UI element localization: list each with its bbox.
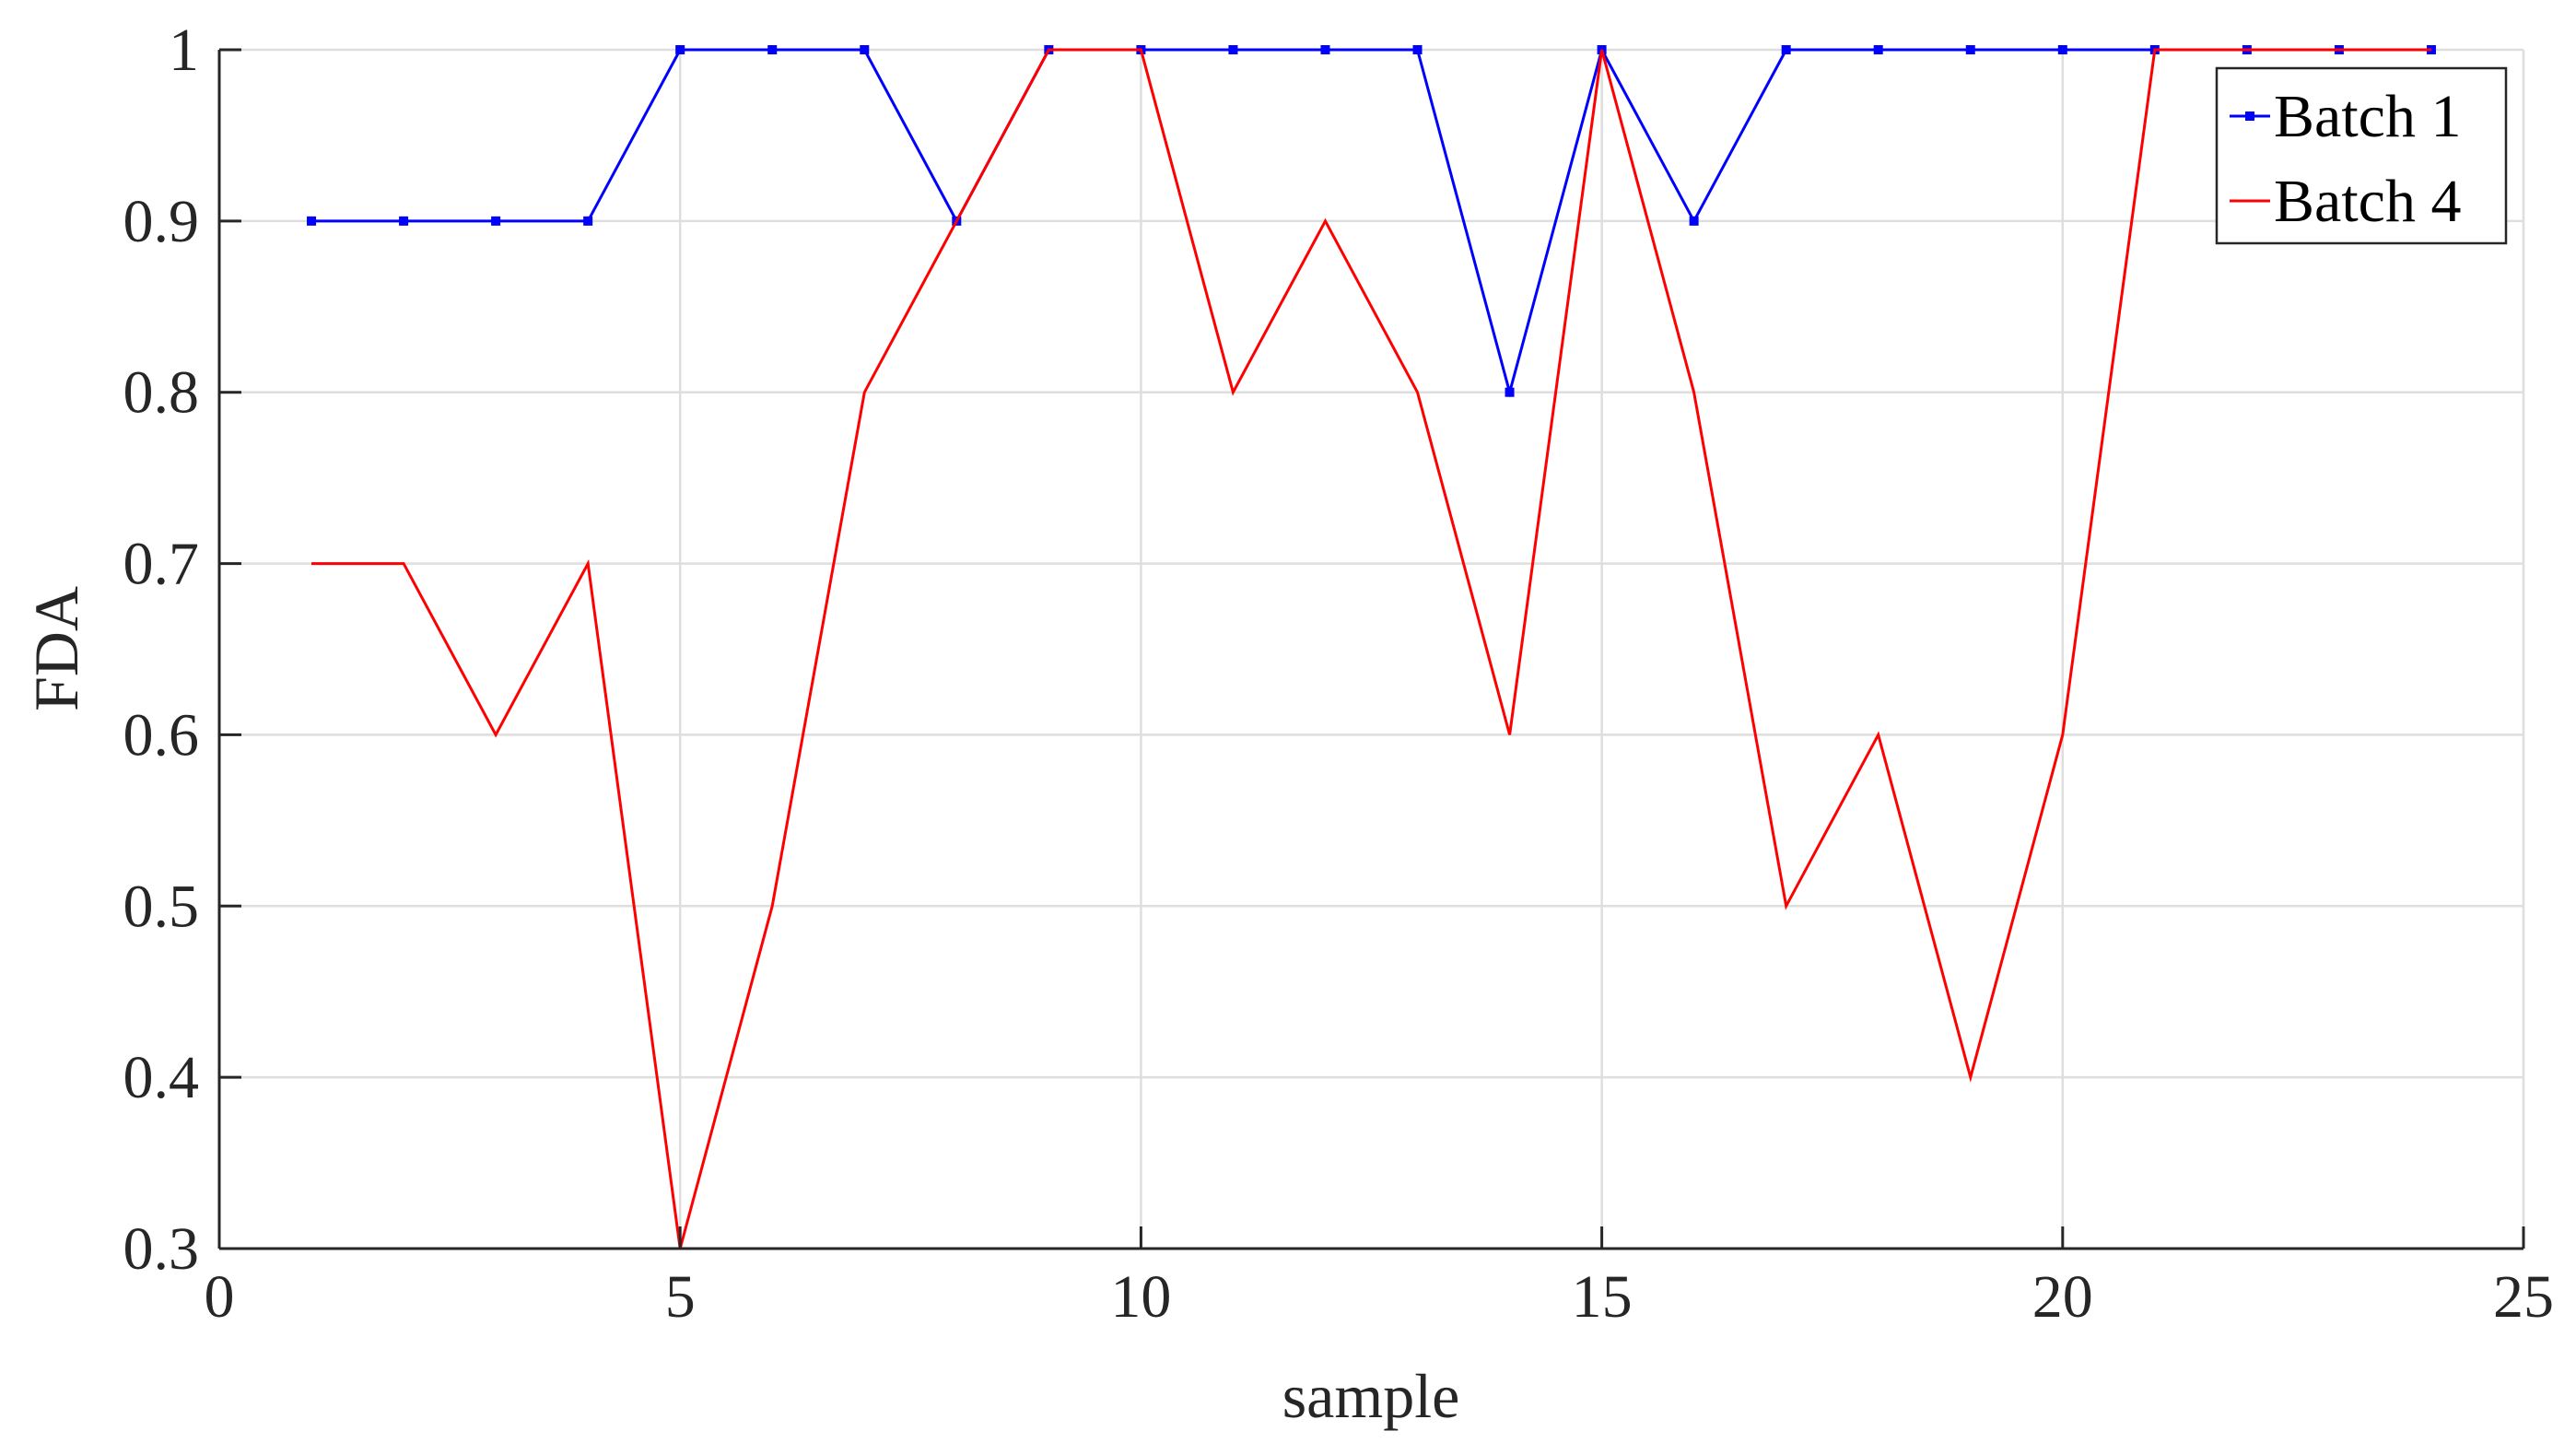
data-point — [860, 45, 870, 54]
y-tick-label: 1 — [169, 17, 199, 84]
data-point — [767, 45, 778, 54]
legend-box — [2215, 66, 2508, 245]
data-point — [1505, 387, 1515, 397]
series-line-2 — [311, 48, 2431, 1249]
y-tick-label: 0.6 — [123, 701, 200, 768]
data-point — [1873, 45, 1883, 54]
series-line-1 — [311, 45, 2431, 398]
legend: Batch 1 Batch 4 — [2215, 66, 2508, 245]
x-tick-label: 5 — [665, 1263, 696, 1331]
plot-area — [219, 50, 2523, 1249]
series-layer — [307, 45, 2436, 1249]
data-point — [399, 216, 409, 226]
data-point — [1965, 45, 1975, 54]
y-tick-label: 0.9 — [123, 188, 200, 255]
data-point — [1781, 45, 1791, 54]
x-axis-label: sample — [1282, 1361, 1460, 1431]
tick-labels: 0 5 10 15 20 25 0.3 0.4 0.5 0.6 0.7 0.8 0.9 1 — [123, 17, 2555, 1331]
data-point — [1689, 216, 1699, 226]
y-tick-label: 0.7 — [123, 531, 200, 598]
x-tick-label: 0 — [205, 1263, 235, 1331]
y-tick-label: 0.4 — [123, 1044, 200, 1111]
data-point — [1228, 45, 1238, 54]
data-point — [2057, 45, 2067, 54]
legend-label: Batch 4 — [2274, 168, 2461, 235]
x-tick-label: 25 — [2493, 1263, 2554, 1331]
x-tick-label: 15 — [1572, 1263, 1633, 1331]
axes — [217, 48, 2525, 1250]
data-point — [583, 216, 593, 226]
legend-label: Batch 1 — [2274, 83, 2461, 150]
data-point — [307, 216, 317, 226]
data-point — [1412, 45, 1423, 54]
y-axis-label: FDA — [21, 586, 91, 711]
data-point — [675, 45, 685, 54]
x-tick-label: 10 — [1110, 1263, 1171, 1331]
legend-marker — [2245, 111, 2254, 121]
y-tick-label: 0.3 — [123, 1215, 200, 1283]
data-point — [1320, 45, 1330, 54]
y-tick-label: 0.5 — [123, 873, 200, 940]
x-tick-label: 20 — [2032, 1263, 2093, 1331]
y-tick-label: 0.8 — [123, 359, 200, 427]
data-point — [491, 216, 501, 226]
